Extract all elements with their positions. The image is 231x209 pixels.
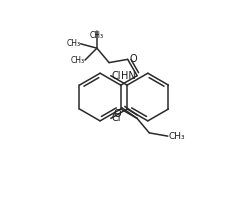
- Text: HN: HN: [121, 71, 136, 81]
- Text: Cl: Cl: [111, 71, 121, 81]
- Text: CH₃: CH₃: [89, 31, 103, 40]
- Text: O: O: [129, 54, 137, 64]
- Text: O: O: [112, 108, 120, 119]
- Text: CH₃: CH₃: [70, 56, 85, 65]
- Text: Cl: Cl: [111, 113, 121, 123]
- Text: CH₃: CH₃: [66, 39, 80, 48]
- Text: CH₃: CH₃: [168, 132, 185, 141]
